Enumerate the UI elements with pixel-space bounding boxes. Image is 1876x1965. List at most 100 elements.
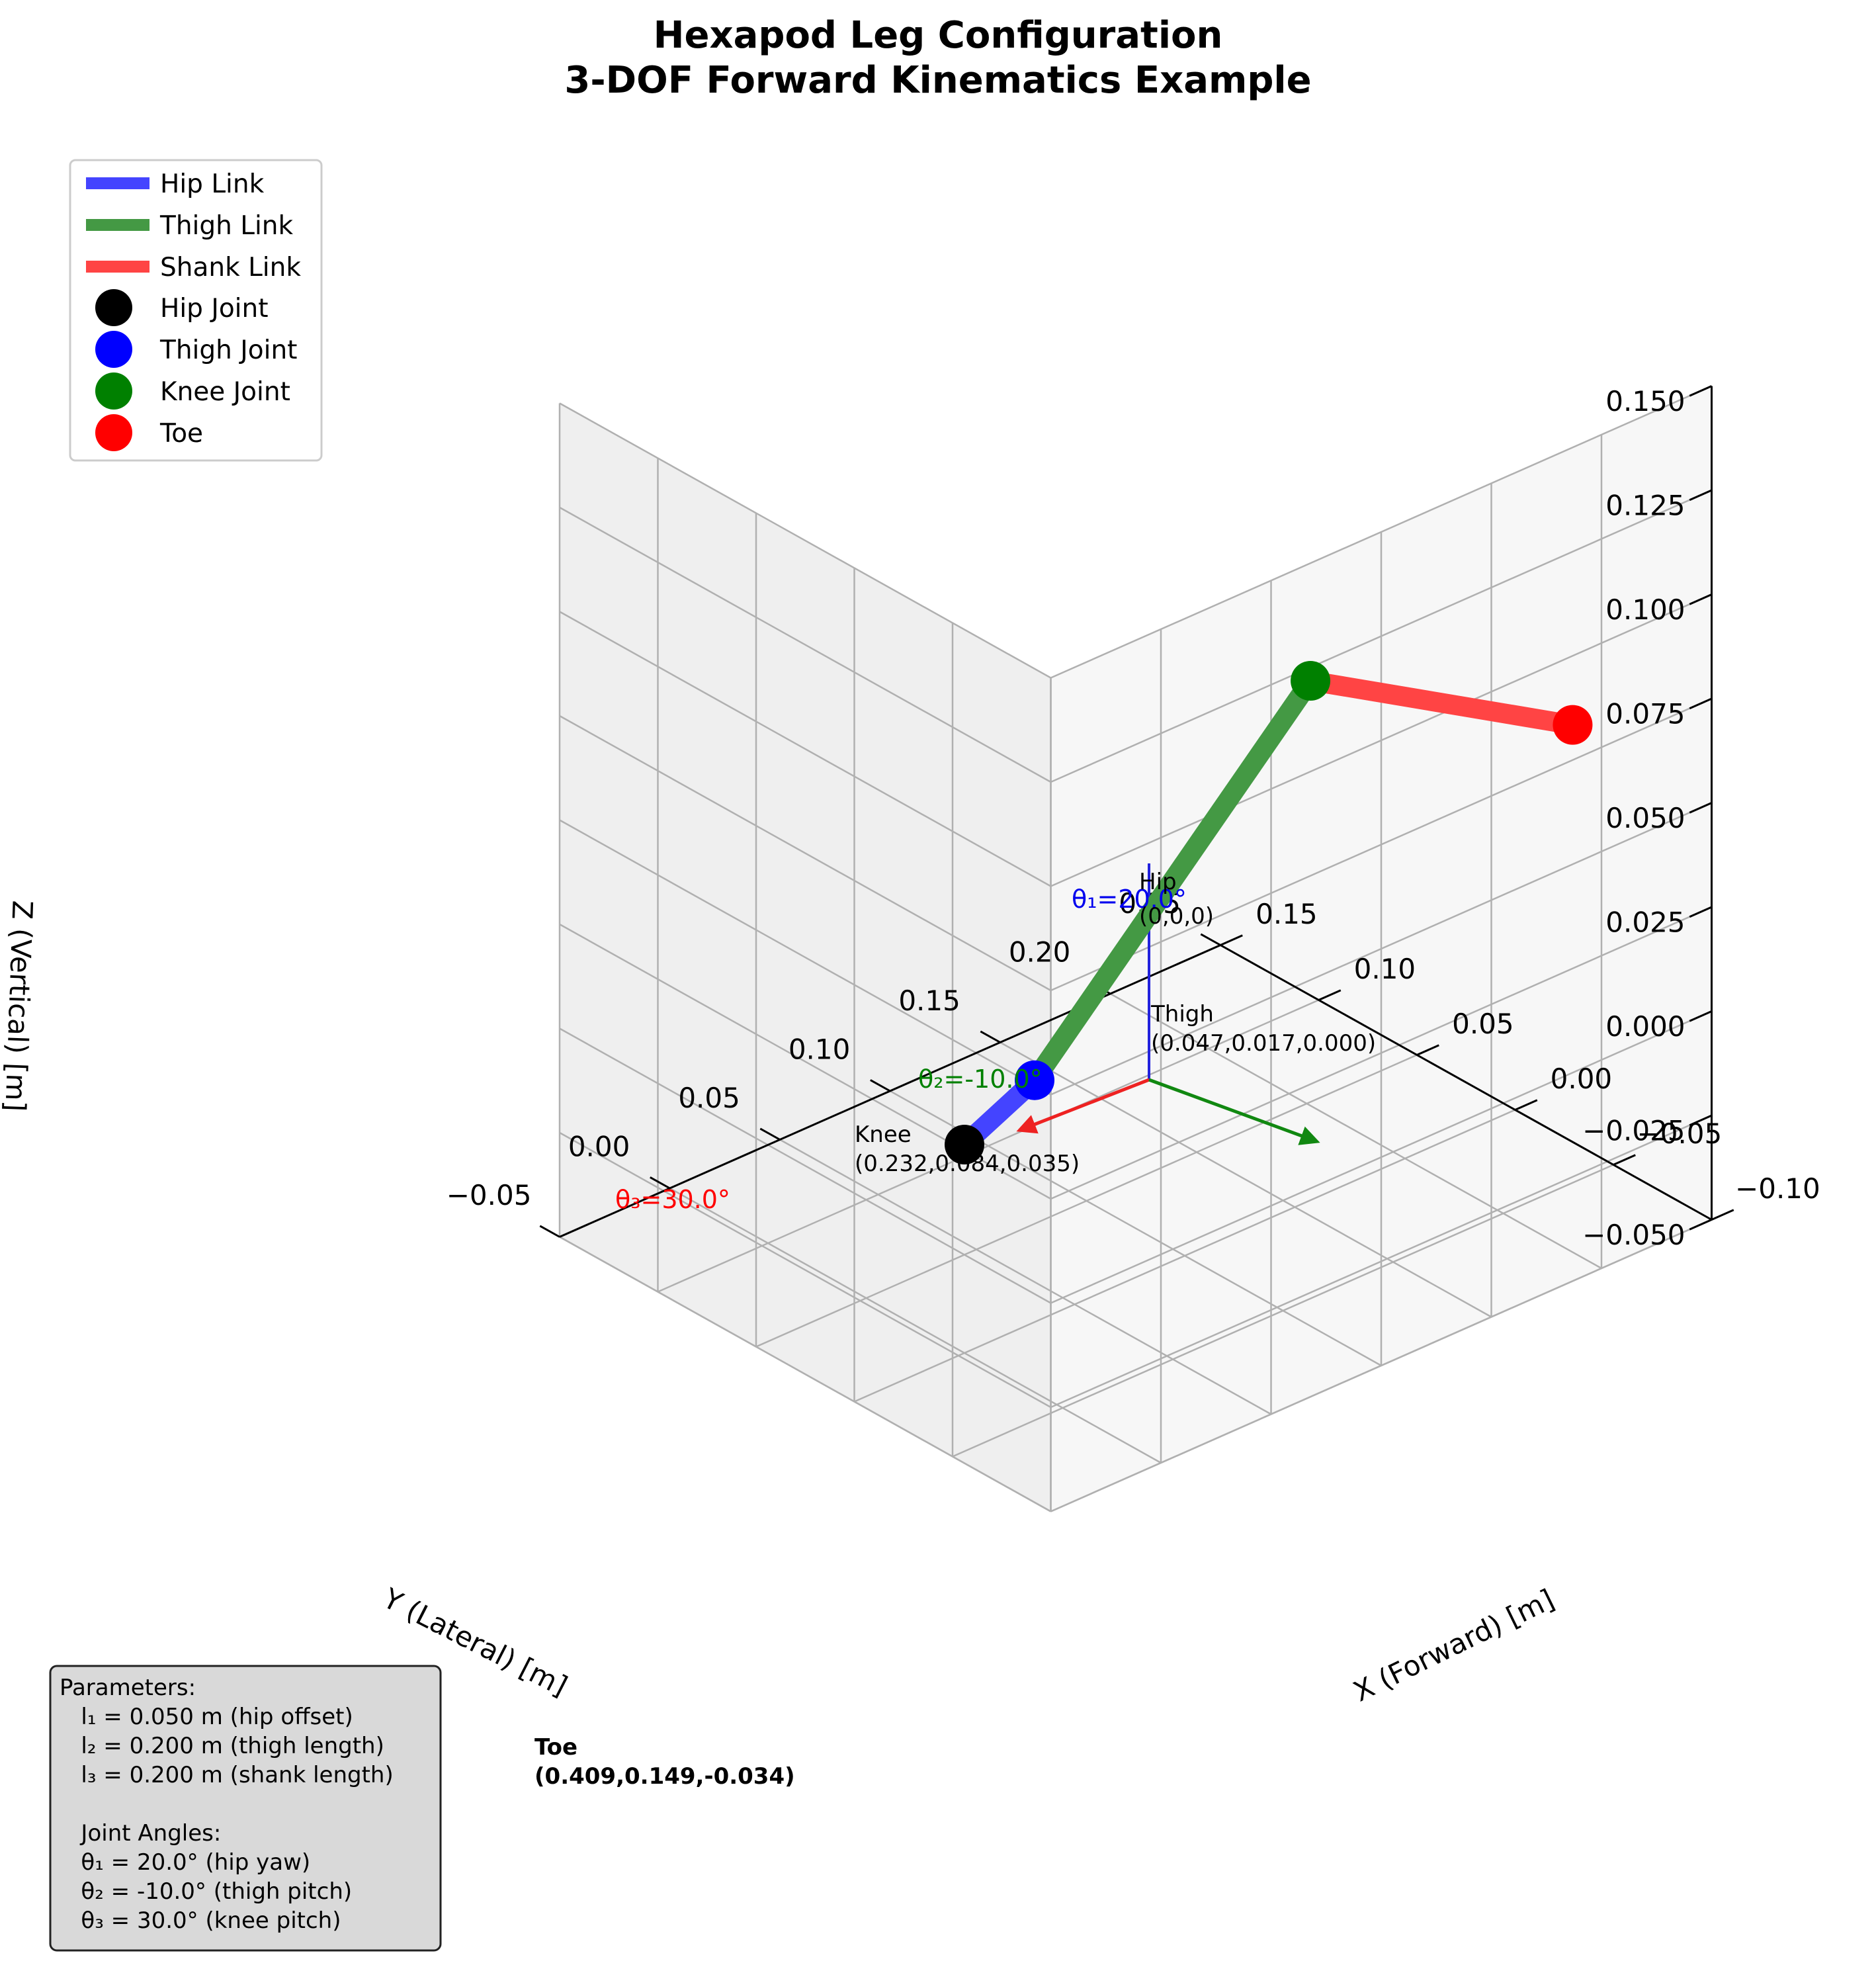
- param-line-0: Parameters:: [60, 1675, 196, 1701]
- grid-floor-x-4: [1000, 1041, 1492, 1318]
- x-tick-label-4: 0.15: [898, 984, 960, 1017]
- y-tick-5: [1220, 934, 1243, 946]
- grid-wall-yz-4: [559, 819, 1052, 1096]
- z-tick-label-8: 0.150: [1605, 385, 1685, 417]
- grid-floor-x-2: [779, 1139, 1272, 1415]
- grid-floor-x-1: [669, 1187, 1162, 1464]
- z-axis-label: Z (Vertical) [m]: [0, 900, 39, 1112]
- z-tick-3: [1689, 906, 1713, 918]
- param-line-6: θ₁ = 20.0° (hip yaw): [60, 1849, 310, 1876]
- theta1-label: θ₁=20.0°: [1072, 885, 1187, 914]
- legend-label-knee-joint: Knee Joint: [160, 377, 290, 407]
- grid-floor-x-5: [1109, 992, 1602, 1270]
- knee-annotation-name: Knee: [855, 1121, 912, 1148]
- angle-labels: θ₁=20.0° θ₂=-10.0° θ₃=30.0°: [615, 885, 1187, 1214]
- param-line-1: l₁ = 0.050 m (hip offset): [60, 1704, 353, 1730]
- grid-wall-yz-1: [559, 1131, 1052, 1409]
- y-tick-label-1: −0.05: [1637, 1117, 1723, 1150]
- grid-wall-yz-6: [559, 611, 1052, 887]
- y-tick-label-5: 0.15: [1256, 898, 1318, 930]
- z-tick-0: [1689, 1219, 1713, 1231]
- legend: Hip Link Thigh Link Shank Link Hip Joint…: [69, 159, 323, 462]
- hip-joint-marker: [945, 1125, 984, 1164]
- theta2-label: θ₂=-10.0°: [918, 1065, 1043, 1094]
- knee-joint-marker: [1291, 661, 1331, 701]
- z-tick-6: [1689, 593, 1713, 605]
- grid-wall-yz-0: [559, 1236, 1052, 1512]
- grid-wall-xz-3: [1050, 906, 1713, 1200]
- y-tick-0: [1711, 1209, 1734, 1221]
- grid-wall-yz-7: [559, 506, 1052, 783]
- legend-label-shank-link: Shank Link: [160, 253, 301, 283]
- z-tick-5: [1689, 697, 1713, 710]
- param-line-5: Joint Angles:: [60, 1820, 221, 1847]
- z-tick-label-7: 0.125: [1605, 490, 1685, 522]
- param-line-8: θ₃ = 30.0° (knee pitch): [60, 1907, 341, 1934]
- y-tick-label-4: 0.10: [1354, 953, 1416, 985]
- shank-link-segment: [1308, 671, 1574, 735]
- y-tick-4: [1318, 989, 1342, 1001]
- grid-wall-xz-2: [1050, 1010, 1713, 1304]
- legend-marker-toe: [95, 414, 132, 451]
- y-tick-3: [1416, 1044, 1439, 1056]
- z-tick-2: [1689, 1010, 1713, 1022]
- grid-wall-xz-4: [1050, 802, 1713, 1096]
- z-tick-label-0: −0.050: [1582, 1219, 1685, 1251]
- z-tick-label-1: −0.025: [1582, 1115, 1685, 1147]
- toe-annotation-coords: (0.409,0.149,-0.034): [534, 1763, 795, 1790]
- parameters-box: Parameters: l₁ = 0.050 m (hip offset) l₂…: [49, 1665, 442, 1952]
- param-line-7: θ₂ = -10.0° (thigh pitch): [60, 1878, 352, 1905]
- grid-wall-xz-1: [1050, 1114, 1713, 1409]
- chart-title-line2: 3-DOF Forward Kinematics Example: [564, 59, 1311, 102]
- grid-wall-yz-2: [559, 1027, 1052, 1304]
- x-tick-6: [1200, 933, 1221, 946]
- legend-marker-thigh-joint: [95, 331, 132, 368]
- thigh-joint-marker: [1015, 1060, 1055, 1100]
- joint-annotations: Hip (0,0,0) Thigh (0.047,0.017,0.000) Kn…: [534, 869, 1376, 1790]
- legend-marker-hip-joint: [95, 289, 132, 326]
- legend-label-hip-link: Hip Link: [160, 169, 265, 199]
- y-tick-1: [1613, 1154, 1636, 1166]
- grid-wall-xz-5: [1050, 697, 1713, 992]
- theta3-label: θ₃=30.0°: [615, 1185, 730, 1214]
- grid-wall-xz-8: [1050, 385, 1713, 679]
- x-tick-1: [650, 1176, 671, 1190]
- y-tick-label-2: 0.00: [1551, 1063, 1613, 1095]
- x-axis-label: X (Forward) [m]: [1348, 1583, 1559, 1708]
- toe-marker: [1553, 705, 1593, 745]
- leg-joints: [945, 661, 1593, 1164]
- hip-annotation-coords: (0,0,0): [1139, 903, 1214, 930]
- x-frame-arrow: [1016, 1078, 1150, 1134]
- z-tick-label-2: 0.000: [1605, 1010, 1685, 1043]
- grid-floor-y-3: [755, 1054, 1418, 1348]
- thigh-annotation-coords: (0.047,0.017,0.000): [1151, 1030, 1376, 1057]
- y-frame-arrow: [1148, 1078, 1320, 1145]
- x-tick-label-1: 0.00: [568, 1131, 630, 1163]
- grid-wall-xz-7: [1050, 489, 1713, 783]
- z-tick-label-3: 0.025: [1605, 906, 1685, 939]
- x-tick-label-5: 0.20: [1009, 936, 1071, 969]
- z-tick-8: [1689, 385, 1713, 397]
- parameters-box-frame: [49, 1665, 442, 1952]
- grid-wall-yz-8: [559, 402, 1052, 679]
- legend-label-hip-joint: Hip Joint: [160, 294, 269, 324]
- grid-floor-y-4: [657, 999, 1320, 1293]
- y-tick-2: [1514, 1099, 1538, 1111]
- z-tick-label-6: 0.100: [1605, 593, 1685, 626]
- chart-title-line1: Hexapod Leg Configuration: [654, 14, 1223, 57]
- y-axis-line: [1220, 944, 1713, 1221]
- grid-floor-y-1: [952, 1164, 1614, 1458]
- x-tick-label-0: −0.05: [447, 1179, 532, 1211]
- x-tick-label-2: 0.05: [678, 1082, 740, 1114]
- z-tick-7: [1689, 489, 1713, 502]
- legend-label-toe: Toe: [159, 419, 203, 449]
- y-tick-label-0: −0.10: [1735, 1172, 1820, 1205]
- toe-annotation-name: Toe: [534, 1734, 577, 1761]
- param-line-2: l₂ = 0.200 m (thigh length): [60, 1733, 384, 1759]
- legend-label-thigh-joint: Thigh Joint: [159, 335, 297, 365]
- x-tick-4: [980, 1030, 1001, 1043]
- grid-wall-yz-5: [559, 715, 1052, 992]
- x-tick-0: [539, 1225, 560, 1238]
- thigh-annotation-name: Thigh: [1150, 1001, 1214, 1027]
